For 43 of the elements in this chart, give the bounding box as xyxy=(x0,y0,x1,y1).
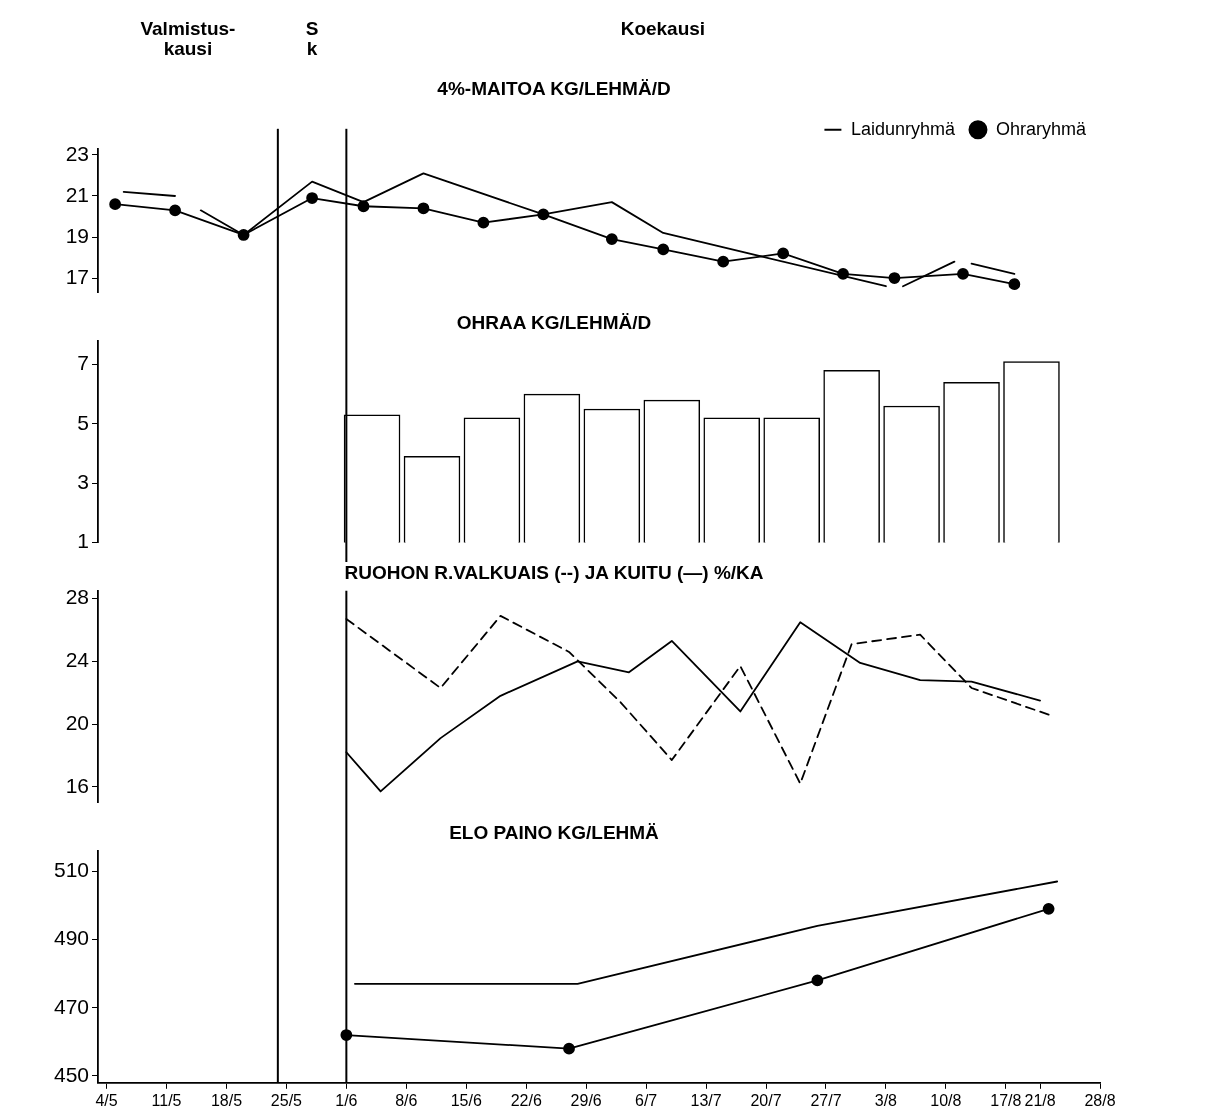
text: S k xyxy=(305,18,319,60)
y-tick-label: 3 xyxy=(77,469,89,493)
text: Valmistus- kausi xyxy=(140,18,236,60)
x-tick-label: 10/8 xyxy=(930,1091,962,1109)
chart-title: 4%-MAITOA KG/LEHMÄ/D xyxy=(437,77,671,99)
y-tick-label: 23 xyxy=(65,141,89,165)
x-tick-label: 11/5 xyxy=(151,1091,182,1109)
x-tick-label: 6/7 xyxy=(634,1091,658,1109)
y-tick-label: 19 xyxy=(65,223,89,247)
x-tick-label: 3/8 xyxy=(874,1091,898,1109)
y-tick-label: 450 xyxy=(53,1062,89,1086)
y-tick-label: 17 xyxy=(65,264,89,288)
x-tick-label: 28/8 xyxy=(1084,1091,1116,1109)
x-tick-label: 17/8 xyxy=(990,1091,1022,1109)
x-tick-label: 20/7 xyxy=(750,1091,782,1109)
y-tick-label: 16 xyxy=(65,773,89,797)
text: Koekausi xyxy=(620,18,706,40)
y-tick-label: 470 xyxy=(53,994,89,1018)
x-tick-label: 25/5 xyxy=(270,1091,303,1109)
legend-label: Laidunryhmä xyxy=(850,118,956,139)
y-tick-label: 24 xyxy=(65,648,90,672)
y-tick-label: 21 xyxy=(65,182,89,206)
y-tick-label: 7 xyxy=(77,351,89,375)
legend-label: Ohraryhmä xyxy=(995,118,1087,139)
y-tick-label: 490 xyxy=(53,926,89,950)
x-tick-label: 8/6 xyxy=(395,1091,418,1109)
chart-title: RUOHON R.VALKUAIS (--) JA KUITU (—) %/KA xyxy=(344,561,764,583)
x-tick-label: 4/5 xyxy=(95,1091,118,1109)
y-tick-label: 20 xyxy=(65,710,89,734)
x-tick-label: 27/7 xyxy=(810,1091,842,1109)
y-tick-label: 510 xyxy=(53,858,89,882)
y-tick-label: 1 xyxy=(77,529,89,553)
x-tick-label: 18/5 xyxy=(210,1091,243,1109)
chart-title: OHRAA KG/LEHMÄ/D xyxy=(456,311,652,333)
chart-title: ELO PAINO KG/LEHMÄ xyxy=(449,821,660,843)
y-tick-label: 28 xyxy=(65,585,89,609)
x-tick-label: 13/7 xyxy=(690,1091,722,1109)
x-tick-label: 1/6 xyxy=(335,1091,358,1109)
x-tick-label: 29/6 xyxy=(570,1091,602,1109)
x-tick-label: 21/8 xyxy=(1024,1091,1056,1109)
x-tick-label: 15/6 xyxy=(450,1091,482,1109)
x-tick-label: 22/6 xyxy=(510,1091,542,1109)
y-tick-label: 5 xyxy=(77,410,89,434)
